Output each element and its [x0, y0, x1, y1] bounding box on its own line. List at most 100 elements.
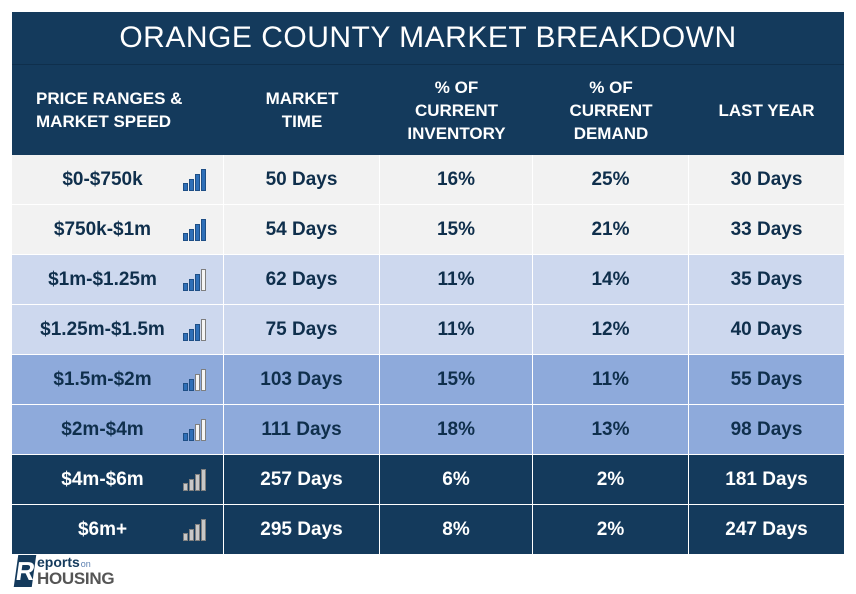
signal-bar	[201, 218, 206, 241]
inventory-cell: 15%	[380, 355, 533, 404]
inventory-cell: 8%	[380, 505, 533, 554]
price-range-cell: $4m-$6m	[12, 455, 224, 504]
signal-bars-icon	[183, 368, 207, 391]
header-last-year: LAST YEAR	[718, 100, 815, 120]
inventory-cell: 6%	[380, 455, 533, 504]
signal-bar	[201, 168, 206, 191]
last-year-cell: 98 Days	[730, 418, 803, 440]
demand-cell: 13%	[533, 405, 689, 454]
logo-on-text: on	[80, 559, 91, 569]
market-time-cell: 257 Days	[224, 455, 380, 504]
signal-bar	[183, 532, 188, 541]
signal-bars-icon	[183, 168, 207, 191]
signal-bar	[195, 223, 200, 241]
table-row: $4m-$6m 257 Days 6% 2% 181 Days	[12, 455, 844, 504]
signal-bar	[195, 373, 200, 391]
signal-bar	[183, 482, 188, 491]
reports-on-housing-logo: R eports on HOUSING	[13, 552, 126, 590]
signal-bar	[189, 228, 194, 241]
price-range-label: $1.5m-$2m	[53, 368, 152, 390]
price-range-cell: $6m+	[12, 505, 224, 554]
table-body: $0-$750k 50 Days 16% 25% 30 Days $750k-$1m 54 …	[12, 155, 844, 554]
signal-bar	[183, 332, 188, 341]
signal-bar	[201, 268, 206, 291]
signal-bar	[201, 368, 206, 391]
header-price-ranges: PRICE RANGES & MARKET SPEED	[36, 89, 183, 131]
signal-bar	[195, 323, 200, 341]
price-range-cell: $1.25m-$1.5m	[12, 305, 224, 354]
signal-bar	[183, 432, 188, 441]
table-title: ORANGE COUNTY MARKET BREAKDOWN	[12, 12, 844, 64]
demand-cell: 2%	[533, 455, 689, 504]
price-range-label: $1m-$1.25m	[48, 268, 157, 290]
last-year-cell: 35 Days	[730, 268, 803, 290]
demand-cell: 14%	[533, 255, 689, 304]
table-row: $2m-$4m 111 Days 18% 13% 98 Days	[12, 405, 844, 454]
signal-bar	[195, 273, 200, 291]
last-year-cell: 55 Days	[730, 368, 803, 390]
demand-cell: 25%	[533, 155, 689, 204]
market-time-cell: 62 Days	[224, 255, 380, 304]
inventory-cell: 11%	[380, 255, 533, 304]
inventory-cell: 15%	[380, 205, 533, 254]
demand-cell: 21%	[533, 205, 689, 254]
market-time-cell: 295 Days	[224, 505, 380, 554]
last-year-cell: 30 Days	[730, 168, 803, 190]
market-time-cell: 75 Days	[224, 305, 380, 354]
signal-bar	[189, 428, 194, 441]
price-range-label: $6m+	[77, 518, 128, 540]
signal-bar	[195, 523, 200, 541]
signal-bar	[195, 173, 200, 191]
table-row: $0-$750k 50 Days 16% 25% 30 Days	[12, 155, 844, 204]
table-row: $1.25m-$1.5m 75 Days 11% 12% 40 Days	[12, 305, 844, 354]
signal-bar	[189, 328, 194, 341]
inventory-cell: 16%	[380, 155, 533, 204]
signal-bar	[189, 378, 194, 391]
signal-bar	[183, 232, 188, 241]
header-row: PRICE RANGES & MARKET SPEED MARKET TIME …	[12, 64, 844, 155]
last-year-cell: 247 Days	[725, 518, 808, 540]
demand-cell: 11%	[533, 355, 689, 404]
signal-bar	[183, 182, 188, 191]
signal-bar	[189, 178, 194, 191]
signal-bar	[183, 382, 188, 391]
demand-cell: 2%	[533, 505, 689, 554]
inventory-cell: 11%	[380, 305, 533, 354]
signal-bars-icon	[183, 518, 207, 541]
header-current-demand: % OF CURRENT DEMAND	[569, 77, 653, 143]
market-time-cell: 54 Days	[224, 205, 380, 254]
signal-bar	[195, 473, 200, 491]
price-range-label: $750k-$1m	[53, 218, 152, 240]
signal-bar	[189, 278, 194, 291]
logo-reports-text: eports	[37, 554, 80, 570]
market-time-cell: 111 Days	[224, 405, 380, 454]
signal-bar	[195, 423, 200, 441]
signal-bar	[201, 518, 206, 541]
logo-housing-text: HOUSING	[37, 569, 115, 588]
last-year-cell: 181 Days	[725, 468, 808, 490]
table-row: $6m+ 295 Days 8% 2% 247 Days	[12, 505, 844, 554]
signal-bar	[189, 528, 194, 541]
signal-bars-icon	[183, 318, 207, 341]
header-market-time: MARKET TIME	[265, 89, 339, 131]
last-year-cell: 33 Days	[730, 218, 803, 240]
price-range-label: $2m-$4m	[61, 418, 144, 440]
market-time-cell: 103 Days	[224, 355, 380, 404]
signal-bar	[201, 418, 206, 441]
price-range-cell: $750k-$1m	[12, 205, 224, 254]
signal-bar	[183, 282, 188, 291]
price-range-label: $4m-$6m	[61, 468, 144, 490]
price-range-cell: $2m-$4m	[12, 405, 224, 454]
logo-mark: R	[13, 555, 37, 587]
inventory-cell: 18%	[380, 405, 533, 454]
signal-bars-icon	[183, 268, 207, 291]
price-range-cell: $1m-$1.25m	[12, 255, 224, 304]
table-row: $750k-$1m 54 Days 15% 21% 33 Days	[12, 205, 844, 254]
price-range-label: $1.25m-$1.5m	[40, 318, 165, 340]
signal-bars-icon	[183, 218, 207, 241]
price-range-cell: $1.5m-$2m	[12, 355, 224, 404]
price-range-label: $0-$750k	[62, 168, 143, 190]
market-breakdown-table: ORANGE COUNTY MARKET BREAKDOWN PRICE RAN…	[12, 12, 844, 554]
last-year-cell: 40 Days	[730, 318, 803, 340]
signal-bars-icon	[183, 468, 207, 491]
